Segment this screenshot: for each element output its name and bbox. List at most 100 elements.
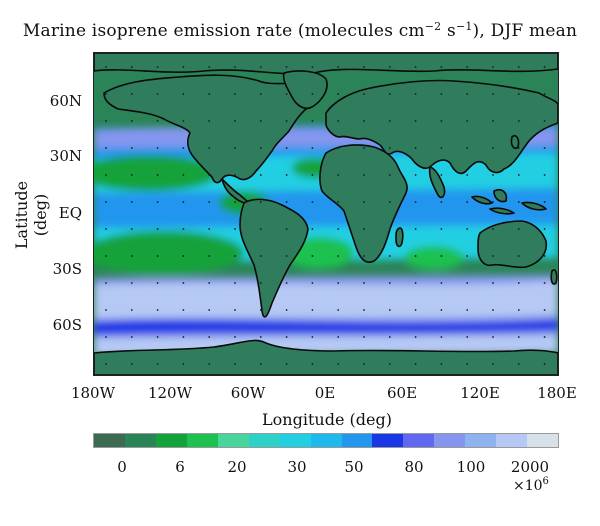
grid-dot (208, 66, 211, 68)
grid-dot (182, 93, 185, 95)
greenland (282, 70, 328, 110)
grid-dot (440, 147, 443, 149)
lat-tick-30s: 30S (52, 260, 82, 278)
grid-dot (414, 66, 417, 68)
grid-dot (517, 93, 520, 95)
java (489, 207, 515, 215)
colorbar-label-30: 30 (287, 458, 307, 476)
grid-dot (208, 255, 211, 257)
grid-dot (311, 174, 314, 176)
world-map-plot (93, 52, 559, 376)
grid-dot (259, 228, 262, 230)
grid-dot (105, 309, 107, 311)
grid-dot (285, 228, 288, 230)
grid-dot (492, 201, 494, 203)
chart-title: Marine isoprene emission rate (molecules… (0, 20, 600, 41)
colorbar-swatch-10 (403, 434, 435, 447)
grid-dot (363, 228, 365, 230)
grid-dot (182, 228, 185, 230)
grid-dot (285, 174, 288, 176)
grid-dot (337, 174, 340, 176)
grid-dot (285, 336, 288, 338)
grid-dot (440, 120, 443, 122)
grid-dot (492, 282, 494, 284)
grid-dot (337, 201, 340, 203)
colorbar-swatch-11 (434, 434, 466, 447)
grid-dot (156, 363, 159, 365)
title-text-end: ), DJF mean (472, 21, 578, 41)
x-axis-label: Longitude (deg) (262, 410, 392, 429)
grid-dot (234, 120, 236, 122)
grid-dot (285, 147, 288, 149)
grid-dot (363, 66, 365, 68)
grid-dot (466, 201, 469, 203)
grid-dot (337, 93, 340, 95)
colorbar-swatch-0 (94, 434, 125, 447)
new-zealand (550, 269, 558, 285)
landmasses (94, 53, 558, 375)
grid-dot (208, 228, 211, 230)
grid-dot (492, 228, 494, 230)
grid-dot (388, 66, 391, 68)
grid-dot (285, 120, 288, 122)
grid-dot (156, 147, 159, 149)
grid-dot (414, 282, 417, 284)
lon-tick-180e: 180E (537, 384, 577, 402)
grid-dot (156, 309, 159, 311)
grid-dot (182, 66, 185, 68)
lon-tick-60e: 60E (386, 384, 418, 402)
grid-dot (440, 201, 443, 203)
grid-dot (259, 363, 262, 365)
madagascar (395, 227, 404, 248)
grid-dot (182, 120, 185, 122)
grid-dot (337, 120, 340, 122)
grid-dot (363, 147, 365, 149)
title-exponent-1: −2 (424, 20, 442, 33)
grid-dot (440, 93, 443, 95)
india (428, 166, 446, 199)
grid-dot (311, 201, 314, 203)
grid-dot (492, 363, 494, 365)
grid-dot (414, 363, 417, 365)
grid-dot (517, 363, 520, 365)
grid-dot (105, 120, 107, 122)
grid-dot (543, 228, 546, 230)
colorbar-swatch-3 (186, 434, 218, 447)
grid-dot (285, 309, 288, 311)
north-america (103, 74, 319, 184)
colorbar-swatch-7 (310, 434, 342, 447)
grid-dot (156, 228, 159, 230)
grid-dot (285, 93, 288, 95)
grid-dot (156, 336, 159, 338)
grid-dot (259, 93, 262, 95)
grid-dot (388, 336, 391, 338)
grid-dot (414, 336, 417, 338)
grid-dot (466, 228, 469, 230)
south-pacific-green (94, 231, 244, 275)
lon-tick-120e: 120E (460, 384, 500, 402)
grid-dot (517, 282, 520, 284)
grid-dot (363, 336, 365, 338)
grid-dot (466, 147, 469, 149)
grid-dot (337, 336, 340, 338)
grid-dot (182, 282, 185, 284)
grid-dot (517, 174, 520, 176)
grid-dot (363, 120, 365, 122)
grid-dot (130, 282, 133, 284)
grid-dot (208, 93, 211, 95)
grid-dot (543, 282, 546, 284)
grid-dot (440, 228, 443, 230)
grid-dot (440, 255, 443, 257)
colorbar-swatch-12 (465, 434, 497, 447)
title-text-main: Marine isoprene emission rate (molecules… (22, 21, 425, 41)
grid-dot (182, 309, 185, 311)
grid-dot (466, 255, 469, 257)
grid-dot (492, 336, 494, 338)
grid-dot (543, 201, 546, 203)
lon-tick-120w: 120W (147, 384, 193, 402)
grid-dot (311, 282, 314, 284)
grid-dot (234, 174, 236, 176)
title-text-mid: s (441, 21, 456, 41)
grid-dot (130, 120, 133, 122)
grid-dot (182, 363, 185, 365)
